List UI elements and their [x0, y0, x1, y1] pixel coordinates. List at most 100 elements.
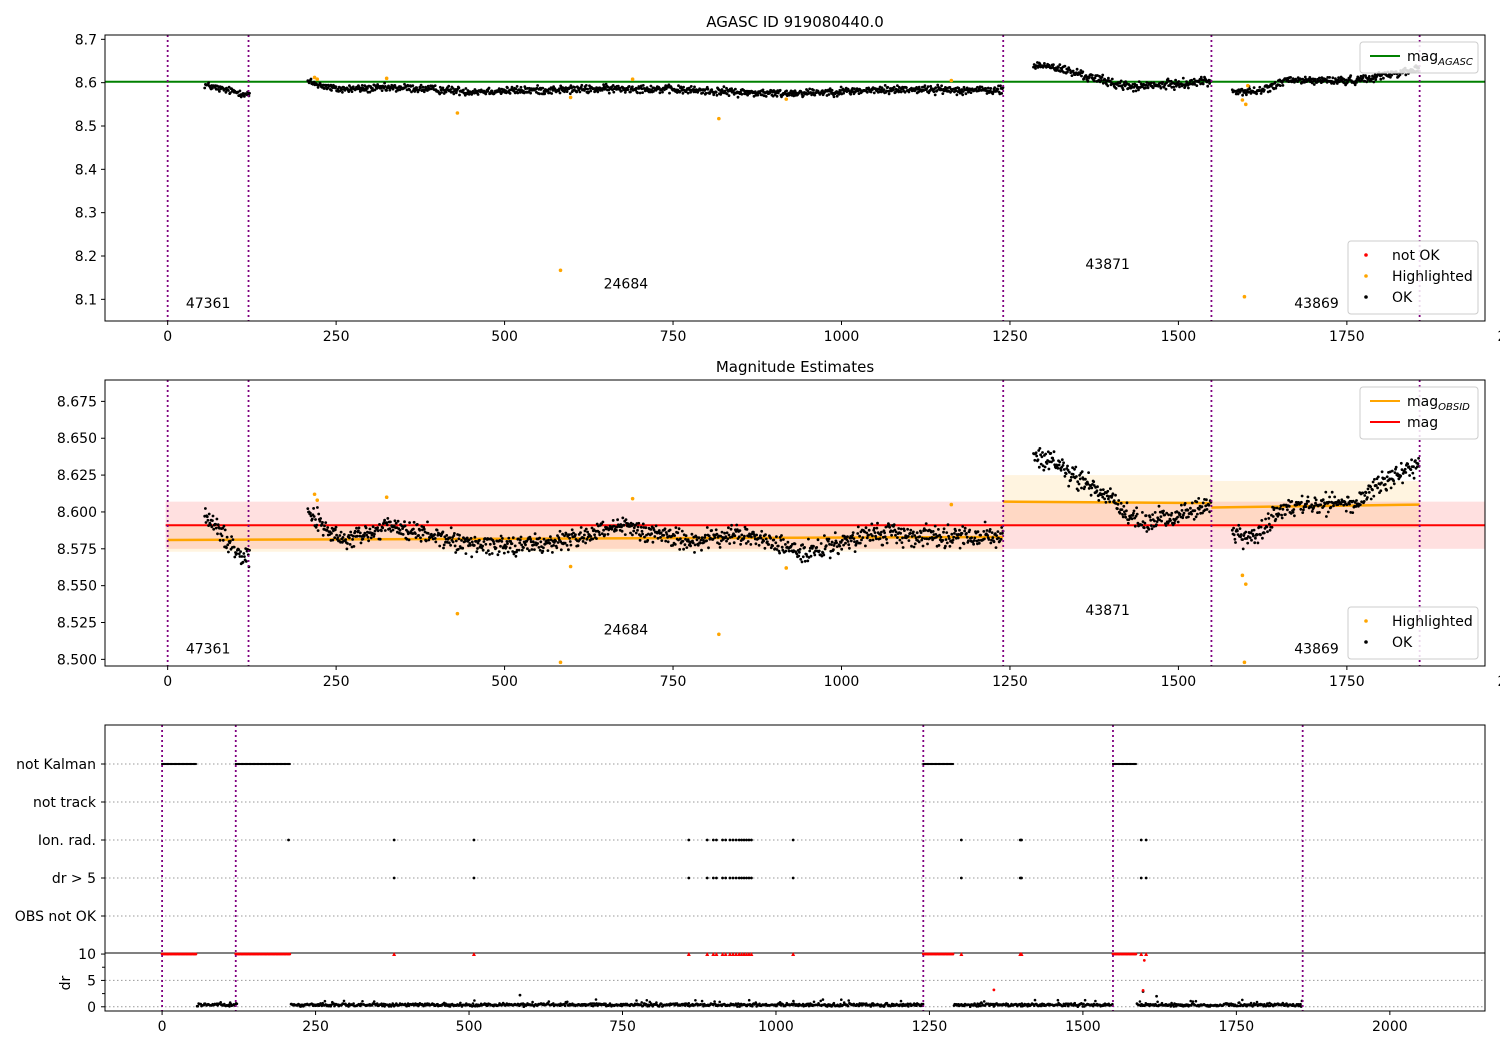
ok-point	[1411, 471, 1415, 475]
ok-point	[1409, 468, 1413, 471]
ok-point	[309, 77, 313, 81]
y-tick-label: 8.550	[57, 579, 97, 595]
ok-point	[1399, 461, 1403, 465]
ok-point	[205, 515, 209, 519]
ok-point	[984, 87, 988, 90]
ok-point	[1358, 77, 1362, 80]
ok-point	[1120, 508, 1124, 511]
ok-point	[1076, 489, 1080, 492]
ok-point	[1385, 488, 1388, 492]
ok-point	[725, 92, 729, 96]
ok-point	[1109, 79, 1112, 83]
ok-point	[342, 533, 346, 536]
ok-point	[775, 94, 779, 98]
ok-point	[780, 545, 784, 549]
ok-point	[1173, 521, 1176, 525]
ok-point	[1332, 504, 1335, 508]
ok-point	[942, 530, 945, 534]
ok-point	[832, 95, 836, 99]
ok-point	[782, 538, 785, 541]
ok-point	[235, 552, 239, 555]
ok-point	[1149, 81, 1153, 85]
dr-capped-point	[720, 952, 725, 957]
ok-point	[506, 542, 509, 545]
ok-point	[520, 548, 524, 552]
ok-point	[861, 536, 865, 539]
y-tick-label: 8.675	[57, 394, 97, 410]
highlighted-point	[558, 660, 563, 665]
ok-point	[385, 521, 388, 524]
ok-point	[673, 534, 676, 537]
ok-point	[808, 87, 812, 91]
ok-point	[840, 547, 844, 551]
ok-point	[1190, 501, 1194, 505]
ok-point	[481, 544, 484, 548]
flag-point	[750, 838, 753, 842]
ok-point	[364, 526, 368, 530]
ok-point	[801, 555, 805, 559]
ok-point	[956, 536, 960, 540]
ok-point	[315, 523, 319, 527]
ok-point	[1241, 547, 1245, 551]
ok-point	[702, 538, 705, 542]
ok-point	[953, 532, 956, 535]
ok-point	[1172, 85, 1176, 89]
ok-point	[558, 91, 562, 95]
ok-point	[1293, 514, 1296, 518]
ok-point	[1232, 533, 1236, 537]
ok-point	[1310, 510, 1314, 513]
ok-point	[746, 93, 749, 97]
ok-point	[411, 84, 415, 87]
ok-point	[394, 521, 398, 525]
x-tick-label: 1000	[824, 674, 860, 690]
ok-point	[1245, 537, 1249, 540]
ok-point	[1121, 88, 1125, 91]
dr-ok-point	[645, 999, 649, 1002]
ok-point	[774, 541, 778, 545]
legend-label: Highlighted	[1392, 614, 1473, 630]
ok-point	[1192, 517, 1196, 521]
ok-point	[1038, 447, 1042, 450]
ok-point	[359, 541, 363, 545]
ok-point	[1071, 69, 1075, 73]
ok-point	[1358, 503, 1362, 507]
ok-point	[386, 517, 390, 520]
flag-point	[728, 876, 732, 880]
flag-point	[737, 838, 741, 842]
ok-point	[1369, 485, 1372, 489]
ok-point	[989, 87, 993, 90]
ok-point	[769, 536, 772, 540]
ok-point	[497, 87, 501, 91]
ok-point	[801, 94, 805, 98]
ok-point	[1280, 516, 1284, 520]
ok-point	[501, 537, 504, 540]
ok-point	[1318, 76, 1321, 80]
highlighted-point	[558, 268, 563, 273]
ok-point	[961, 90, 965, 93]
ok-point	[1373, 478, 1376, 481]
ok-point	[652, 528, 656, 532]
ok-point	[668, 528, 672, 532]
ok-point	[714, 528, 718, 532]
ok-point	[756, 93, 760, 97]
ok-point	[1124, 80, 1128, 84]
ok-point	[574, 533, 577, 537]
ok-point	[961, 525, 965, 528]
ok-point	[914, 536, 918, 540]
ok-point	[907, 539, 911, 542]
ok-point	[673, 543, 677, 546]
x-tick-label: 500	[491, 674, 518, 690]
ok-point	[689, 90, 692, 94]
plot-frame	[104, 379, 1486, 667]
ok-point	[1193, 509, 1197, 512]
ok-point	[248, 91, 251, 95]
ok-point	[1207, 503, 1211, 507]
ok-point	[1159, 86, 1163, 90]
ok-point	[441, 530, 445, 534]
ok-point	[615, 528, 618, 532]
ok-point	[383, 529, 387, 532]
ok-point	[1300, 494, 1304, 498]
ok-point	[391, 528, 395, 532]
flag-category-label: OBS not OK	[15, 909, 97, 925]
